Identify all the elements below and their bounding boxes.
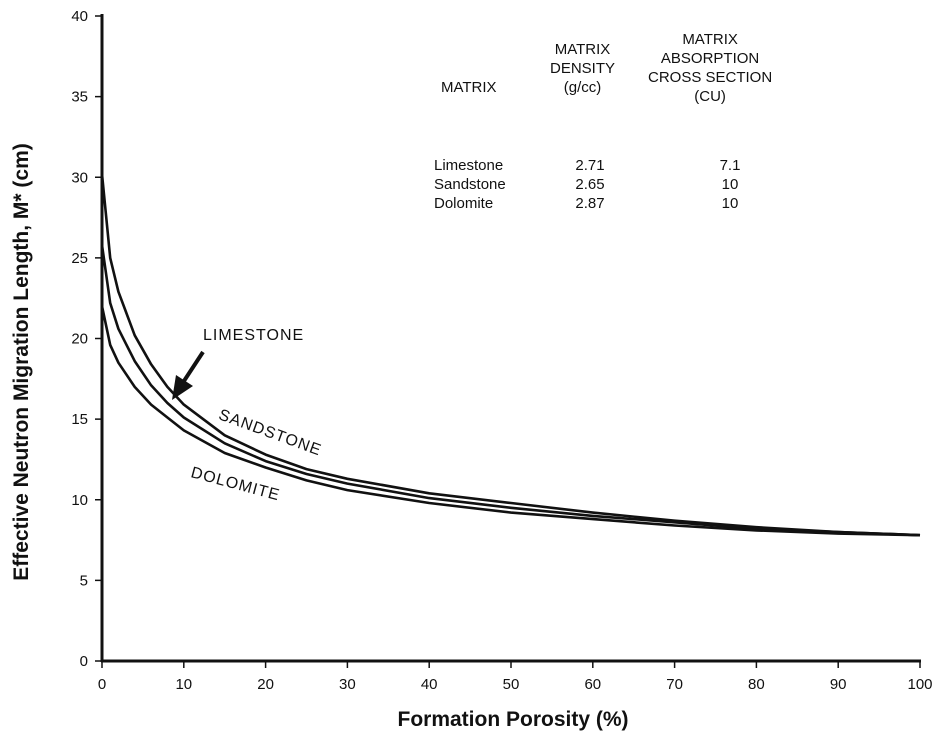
- table-matrix-column: Limestone Sandstone Dolomite: [434, 156, 506, 213]
- y-tick-label: 20: [71, 331, 88, 348]
- table-cell: Limestone: [434, 157, 504, 174]
- x-tick-label: 10: [175, 676, 192, 693]
- table-cell: Sandstone: [434, 176, 506, 193]
- table-header-density: MATRIX DENSITY (g/cc): [550, 40, 615, 97]
- x-axis-label: Formation Porosity (%): [397, 708, 629, 731]
- series-line-limestone: [100, 244, 921, 537]
- table-cell: 10: [721, 195, 739, 212]
- table-cell: 10: [721, 176, 739, 193]
- x-tick-label: 90: [830, 676, 847, 693]
- table-cell: 2.65: [575, 176, 605, 193]
- y-tick-label: 40: [71, 8, 88, 25]
- x-tick-label: 40: [421, 676, 438, 693]
- y-tick-label: 10: [71, 492, 88, 509]
- table-header-line: MATRIX: [441, 79, 497, 96]
- limestone-arrow-shaft: [180, 350, 205, 386]
- y-tick-label: 35: [71, 89, 88, 106]
- x-tick-label: 70: [666, 676, 683, 693]
- x-tick-label: 30: [339, 676, 356, 693]
- x-tick-label: 50: [503, 676, 520, 693]
- table-cell: 2.71: [575, 157, 605, 174]
- table-header-line: (CU): [694, 88, 726, 105]
- table-header-cross-section: MATRIX ABSORPTION CROSS SECTION (CU): [648, 30, 772, 106]
- y-tick-label: 15: [71, 411, 88, 428]
- table-header-line: CROSS SECTION: [648, 69, 773, 86]
- series-line-dolomite: [100, 305, 921, 537]
- x-tick-label: 80: [748, 676, 765, 693]
- y-tick-label: 30: [71, 169, 88, 186]
- limestone-arrow-head: [172, 375, 193, 400]
- table-header-line: (g/cc): [563, 79, 602, 96]
- x-tick-label: 100: [907, 676, 932, 693]
- table-cell: Dolomite: [434, 195, 494, 212]
- series-line-sandstone: [100, 173, 921, 537]
- y-tick-label: 0: [80, 653, 88, 670]
- y-tick-label: 25: [71, 250, 88, 267]
- table-header-line: ABSORPTION: [660, 50, 760, 67]
- x-tick-label: 60: [584, 676, 601, 693]
- table-header-matrix: MATRIX: [441, 78, 497, 97]
- table-cell: 2.87: [575, 195, 605, 212]
- table-cell: 7.1: [719, 157, 741, 174]
- table-header-line: MATRIX: [682, 31, 738, 48]
- y-tick-label: 5: [80, 572, 88, 589]
- curve-label-limestone: LIMESTONE: [203, 327, 305, 344]
- table-cross-section-column: 7.1 10 10: [700, 156, 760, 213]
- y-axis-label: Effective Neutron Migration Length, M* (…: [10, 143, 33, 581]
- x-tick-label: 0: [98, 676, 106, 693]
- x-tick-label: 20: [257, 676, 274, 693]
- table-header-line: MATRIX: [554, 41, 611, 58]
- table-density-column: 2.71 2.65 2.87: [560, 156, 620, 213]
- table-header-line: DENSITY: [550, 60, 616, 77]
